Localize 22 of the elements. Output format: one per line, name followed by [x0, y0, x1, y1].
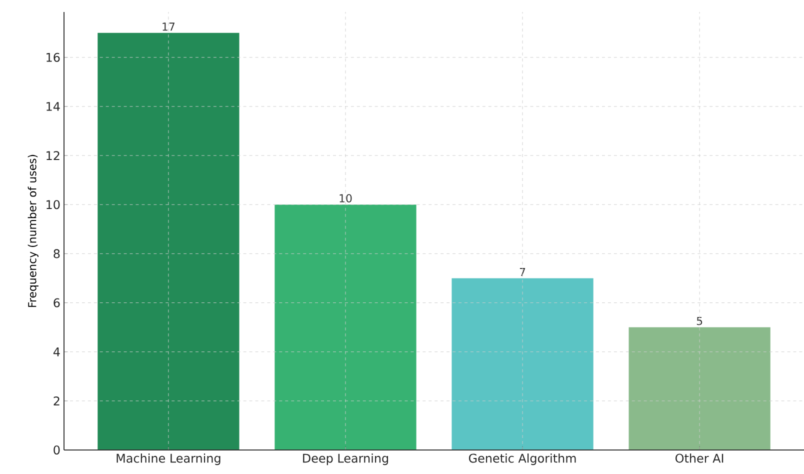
x-tick-label: Machine Learning: [116, 454, 220, 466]
y-tick-label: 8: [54, 249, 60, 258]
y-tick-label: 14: [46, 102, 60, 111]
bar: [98, 32, 240, 450]
y-tick-label: 12: [46, 151, 60, 160]
data-label: 10: [340, 194, 352, 202]
y-tick-label: 6: [54, 298, 60, 308]
x-tick-label: Genetic Algorithm: [468, 454, 576, 466]
y-tick-label: 16: [46, 52, 60, 62]
data-label: 5: [696, 316, 702, 326]
data-label: 7: [520, 268, 526, 276]
y-tick-label: 4: [53, 347, 60, 356]
y-tick-label: 0: [54, 445, 60, 455]
y-tick-label: 2: [54, 396, 60, 406]
y-axis-title: Frequency (number of uses): [28, 154, 38, 307]
x-tick-label: Deep Learning: [303, 454, 388, 466]
data-label: 17: [162, 22, 174, 31]
bar: [452, 278, 594, 450]
bar: [274, 204, 416, 450]
bar: [628, 327, 770, 450]
y-tick-label: 10: [46, 200, 60, 210]
x-tick-label: Other AI: [676, 454, 724, 463]
